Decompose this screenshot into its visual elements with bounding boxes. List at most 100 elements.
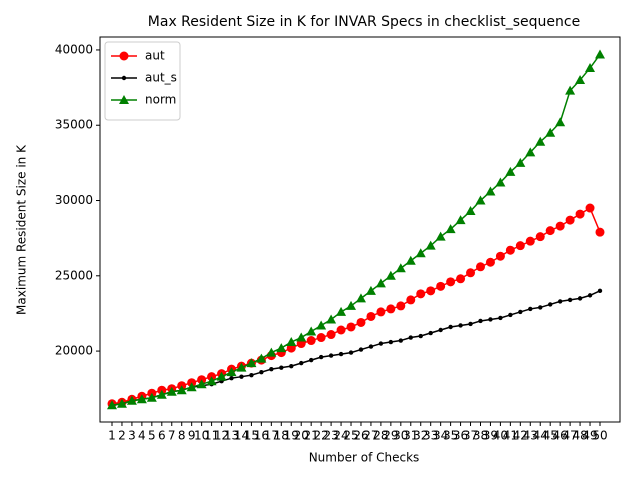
x-tick-label: 20 bbox=[294, 429, 309, 443]
x-tick-label: 35 bbox=[443, 429, 458, 443]
data-point bbox=[398, 338, 404, 343]
data-point bbox=[567, 297, 573, 303]
x-tick-label: 40 bbox=[493, 429, 508, 443]
x-tick-label: 18 bbox=[274, 429, 289, 443]
x-tick-label: 50 bbox=[592, 429, 607, 443]
data-point bbox=[249, 372, 254, 378]
x-tick-label: 32 bbox=[413, 429, 428, 443]
data-point bbox=[107, 400, 117, 410]
data-point bbox=[336, 306, 347, 316]
data-point bbox=[368, 344, 374, 349]
data-point bbox=[458, 323, 463, 328]
data-point bbox=[545, 226, 555, 236]
data-point bbox=[326, 314, 337, 324]
data-point bbox=[505, 166, 516, 176]
data-point bbox=[338, 351, 344, 357]
data-point bbox=[316, 333, 326, 343]
x-tick-label: 23 bbox=[323, 429, 338, 443]
data-point bbox=[388, 339, 394, 345]
x-tick-label: 28 bbox=[373, 429, 388, 443]
legend-label: norm bbox=[145, 93, 176, 107]
x-tick-label: 41 bbox=[503, 429, 518, 443]
data-point bbox=[435, 231, 446, 241]
x-tick-label: 7 bbox=[168, 429, 176, 443]
x-tick-label: 49 bbox=[582, 429, 597, 443]
x-tick-label: 11 bbox=[204, 429, 219, 443]
data-point bbox=[156, 389, 167, 399]
data-point bbox=[478, 318, 483, 324]
data-point bbox=[346, 300, 357, 310]
data-point bbox=[259, 369, 264, 375]
data-point bbox=[446, 277, 456, 287]
data-point bbox=[236, 362, 247, 372]
data-point bbox=[289, 363, 294, 369]
data-point bbox=[146, 392, 157, 402]
data-point bbox=[468, 321, 473, 327]
data-point bbox=[557, 299, 563, 304]
data-point bbox=[385, 270, 396, 280]
chart-title: Max Resident Size in K for INVAR Specs i… bbox=[148, 14, 580, 30]
y-tick-label: 40000 bbox=[55, 42, 93, 56]
data-point bbox=[408, 335, 413, 340]
x-tick-label: 33 bbox=[423, 429, 438, 443]
x-tick-label: 16 bbox=[254, 429, 269, 443]
data-point bbox=[498, 315, 503, 321]
data-point bbox=[308, 357, 314, 363]
y-tick-label: 20000 bbox=[55, 344, 93, 358]
data-point bbox=[166, 386, 177, 396]
x-tick-label: 19 bbox=[284, 429, 299, 443]
data-point bbox=[116, 398, 127, 408]
data-point bbox=[515, 157, 526, 167]
x-tick-label: 5 bbox=[148, 429, 156, 443]
y-axis-label: Maximum Resident Size in K bbox=[15, 144, 29, 315]
x-tick-label: 43 bbox=[523, 429, 538, 443]
x-tick-label: 47 bbox=[562, 429, 577, 443]
x-tick-label: 26 bbox=[353, 429, 368, 443]
data-point bbox=[365, 285, 376, 295]
plot-frame bbox=[99, 36, 621, 423]
x-tick-label: 10 bbox=[194, 429, 209, 443]
data-point bbox=[286, 337, 297, 347]
x-tick-label: 15 bbox=[244, 429, 259, 443]
data-point bbox=[256, 353, 267, 363]
data-point bbox=[565, 85, 576, 95]
data-point bbox=[416, 289, 426, 299]
data-point bbox=[269, 366, 274, 372]
data-point bbox=[336, 325, 346, 335]
data-point bbox=[296, 332, 307, 342]
data-point bbox=[355, 293, 366, 303]
data-point bbox=[376, 307, 386, 317]
data-point bbox=[565, 215, 575, 225]
data-point bbox=[465, 206, 476, 216]
data-point bbox=[239, 374, 244, 379]
legend-label: aut bbox=[145, 49, 165, 63]
data-point bbox=[316, 320, 327, 330]
data-point bbox=[396, 301, 406, 311]
data-point bbox=[216, 371, 227, 381]
data-point bbox=[555, 221, 565, 231]
data-point bbox=[577, 296, 583, 301]
legend-label: aut_s bbox=[145, 71, 177, 85]
data-point bbox=[505, 245, 515, 255]
x-tick-label: 45 bbox=[543, 429, 558, 443]
data-point bbox=[485, 186, 496, 196]
legend-marker bbox=[119, 51, 129, 61]
x-tick-label: 44 bbox=[533, 429, 548, 443]
data-point bbox=[535, 136, 546, 146]
data-point bbox=[395, 263, 406, 273]
data-point bbox=[176, 385, 187, 395]
data-point bbox=[405, 255, 416, 265]
x-tick-label: 36 bbox=[453, 429, 468, 443]
data-point bbox=[306, 336, 316, 346]
x-tick-label: 46 bbox=[553, 429, 568, 443]
data-point bbox=[358, 347, 364, 352]
data-point bbox=[538, 305, 543, 310]
data-point bbox=[418, 333, 423, 339]
data-point bbox=[585, 63, 596, 73]
data-point bbox=[196, 379, 207, 389]
data-point bbox=[466, 268, 476, 278]
data-point bbox=[495, 251, 505, 261]
data-point bbox=[426, 286, 436, 296]
x-tick-label: 30 bbox=[393, 429, 408, 443]
